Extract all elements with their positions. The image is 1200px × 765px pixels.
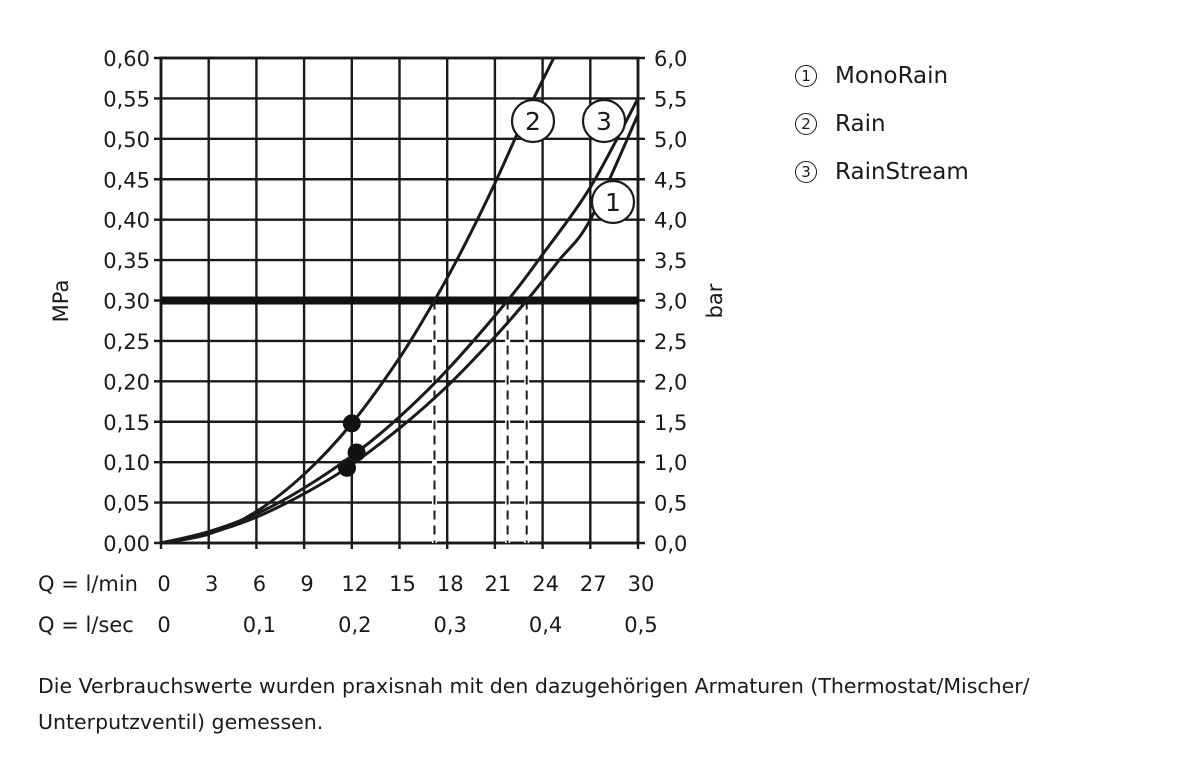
y-axis-label-right: bar: [703, 283, 727, 318]
curve-label-number: 2: [525, 107, 541, 136]
y-tick-label-right: 6,0: [654, 47, 687, 71]
y-tick-label-right: 0,0: [654, 532, 687, 556]
y-tick-label-left: 0,35: [103, 249, 150, 273]
y-tick-label-right: 0,5: [654, 492, 687, 516]
x-tick-label-primary: 0: [157, 572, 170, 596]
x-tick-label-secondary: 0,2: [338, 613, 371, 637]
x-tick-label-primary: 18: [437, 572, 464, 596]
x-axis-label-primary: Q = l/min: [38, 572, 138, 596]
x-tick-label-secondary: 0,3: [433, 613, 466, 637]
y-tick-label-right: 2,0: [654, 370, 687, 394]
x-tick-label-secondary: 0,5: [624, 613, 657, 637]
y-tick-label-right: 4,5: [654, 168, 687, 192]
marker-rainstream: [347, 443, 366, 462]
curve-monorain: [161, 113, 638, 543]
circled-number-1-icon: 1: [795, 65, 817, 87]
y-tick-label-left: 0,20: [103, 370, 150, 394]
x-tick-label-primary: 6: [253, 572, 266, 596]
x-tick-label-primary: 3: [205, 572, 218, 596]
curve-label-circle: [510, 98, 556, 144]
x-tick-label-primary: 15: [389, 572, 416, 596]
y-tick-label-right: 3,5: [654, 249, 687, 273]
legend-item-monorain: 1 MonoRain: [795, 52, 969, 100]
y-tick-label-left: 0,10: [103, 451, 150, 475]
x-tick-label-primary: 12: [341, 572, 368, 596]
y-tick-label-right: 4,0: [654, 209, 687, 233]
y-tick-label-right: 5,5: [654, 87, 687, 111]
x-tick-label-secondary: 0,4: [529, 613, 562, 637]
legend-label: RainStream: [835, 159, 969, 185]
y-tick-label-left: 0,15: [103, 411, 150, 435]
legend-label: MonoRain: [835, 63, 949, 89]
x-tick-label-primary: 21: [485, 572, 512, 596]
y-tick-label-right: 1,0: [654, 451, 687, 475]
y-tick-label-left: 0,00: [103, 532, 150, 556]
curve-rainstream: [161, 97, 638, 543]
marker-monorain: [338, 458, 357, 477]
legend-item-rain: 2 Rain: [795, 100, 969, 148]
y-tick-label-right: 2,5: [654, 330, 687, 354]
y-tick-label-right: 5,0: [654, 128, 687, 152]
x-tick-label-primary: 9: [300, 572, 313, 596]
y-tick-label-left: 0,50: [103, 128, 150, 152]
y-tick-label-left: 0,55: [103, 87, 150, 111]
legend: 1 MonoRain 2 Rain 3 RainStream: [795, 52, 969, 196]
y-tick-label-left: 0,60: [103, 47, 150, 71]
x-tick-label-primary: 30: [628, 572, 655, 596]
y-tick-label-left: 0,30: [103, 290, 150, 314]
x-tick-label-secondary: 0: [157, 613, 170, 637]
y-axis-label-left: MPa: [49, 280, 73, 323]
pressure-flow-chart: 2 310,00 0,00,05 0,50,10 1,00,15 1,50,20 2,00,…: [38, 47, 727, 637]
x-tick-label-primary: 27: [580, 572, 607, 596]
circled-number-3-icon: 3: [795, 161, 817, 183]
curve-label-circle: [581, 98, 627, 144]
legend-item-rainstream: 3 RainStream: [795, 148, 969, 196]
y-tick-label-left: 0,45: [103, 168, 150, 192]
legend-label: Rain: [835, 111, 886, 137]
y-tick-label-left: 0,25: [103, 330, 150, 354]
marker-rain: [342, 414, 361, 433]
y-tick-label-right: 3,0: [654, 290, 687, 314]
footnote: Die Verbrauchswerte wurden praxisnah mit…: [38, 674, 1030, 734]
x-tick-label-secondary: 0,1: [243, 613, 276, 637]
curve-label-number: 1: [605, 188, 621, 217]
x-axis-label-secondary: Q = l/sec: [38, 613, 134, 637]
y-tick-label-right: 1,5: [654, 411, 687, 435]
y-tick-label-left: 0,40: [103, 209, 150, 233]
curve-label-number: 3: [596, 107, 612, 136]
y-tick-label-left: 0,05: [103, 492, 150, 516]
curve-label-circle: [590, 179, 636, 225]
x-tick-label-primary: 24: [532, 572, 559, 596]
circled-number-2-icon: 2: [795, 113, 817, 135]
